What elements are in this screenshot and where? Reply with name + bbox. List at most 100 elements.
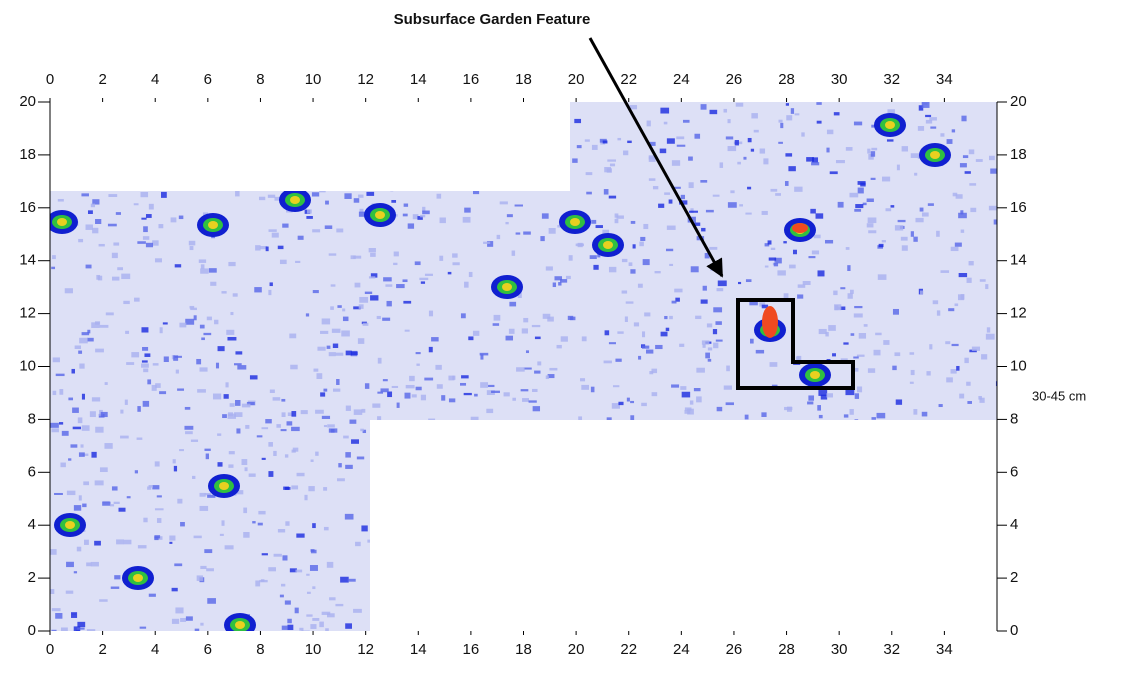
texture [610, 164, 615, 167]
texture [408, 223, 414, 228]
texture [196, 359, 201, 364]
texture [751, 527, 760, 532]
texture [403, 214, 408, 217]
texture [414, 486, 419, 492]
texture [358, 195, 363, 198]
texture [449, 398, 455, 402]
texture [485, 494, 494, 498]
texture [630, 506, 634, 510]
texture [106, 176, 112, 181]
texture [624, 547, 632, 549]
texture [617, 489, 625, 494]
texture [760, 502, 768, 504]
texture [658, 204, 664, 208]
texture [431, 140, 438, 144]
texture [662, 598, 667, 600]
texture [528, 466, 533, 471]
texture [141, 218, 146, 220]
texture [382, 318, 390, 321]
texture [78, 145, 81, 149]
texture [588, 583, 593, 588]
texture [888, 548, 895, 553]
texture [663, 446, 668, 451]
texture [593, 265, 598, 270]
texture [262, 458, 266, 460]
texture [71, 369, 74, 374]
texture [95, 427, 103, 433]
texture [143, 236, 149, 240]
texture [306, 574, 309, 576]
texture [694, 623, 698, 628]
texture [959, 580, 965, 584]
texture [312, 192, 319, 196]
texture [612, 532, 616, 538]
texture [870, 609, 878, 612]
texture [868, 368, 875, 373]
x-tick-label: 34 [936, 641, 953, 658]
texture [217, 433, 221, 435]
texture [221, 161, 224, 164]
texture [504, 121, 509, 125]
texture [319, 187, 325, 193]
texture [391, 200, 396, 203]
texture [553, 282, 556, 287]
texture [736, 587, 740, 591]
texture [713, 513, 719, 516]
texture [348, 579, 356, 582]
texture [143, 369, 148, 373]
texture [450, 112, 453, 115]
texture [221, 291, 226, 293]
texture [393, 263, 397, 265]
texture [359, 297, 368, 303]
texture [774, 263, 778, 266]
texture [463, 171, 466, 177]
texture [770, 362, 778, 367]
texture [278, 178, 282, 181]
texture [735, 140, 739, 145]
texture [327, 562, 333, 568]
texture [266, 247, 269, 252]
texture [801, 620, 806, 625]
texture [66, 562, 74, 567]
texture [777, 270, 785, 275]
texture [50, 549, 57, 555]
texture [771, 248, 775, 250]
texture [968, 614, 976, 617]
texture [59, 389, 63, 395]
texture [559, 476, 564, 481]
texture [649, 178, 656, 181]
x-tick-label: 2 [98, 641, 106, 658]
texture [541, 476, 547, 479]
texture [130, 126, 134, 130]
texture [682, 392, 690, 398]
texture [261, 427, 268, 429]
texture [142, 360, 148, 362]
texture [511, 160, 515, 163]
texture [345, 623, 352, 628]
texture [230, 403, 235, 407]
texture [176, 181, 183, 185]
texture [695, 316, 701, 319]
texture [152, 485, 159, 489]
texture [337, 305, 341, 308]
texture [847, 453, 852, 457]
texture [723, 542, 729, 545]
texture [967, 571, 976, 576]
texture [209, 268, 217, 273]
texture [498, 460, 502, 464]
texture [933, 457, 941, 462]
texture [440, 217, 446, 223]
texture [358, 338, 364, 344]
texture [801, 132, 804, 136]
texture [149, 594, 156, 597]
texture [715, 546, 719, 552]
texture [826, 148, 829, 153]
texture [281, 429, 287, 431]
texture [652, 578, 655, 582]
y-tick-label: 18 [19, 146, 36, 163]
texture [461, 313, 466, 318]
texture [702, 340, 709, 344]
texture [818, 270, 825, 276]
texture [92, 228, 98, 234]
texture [370, 463, 374, 466]
